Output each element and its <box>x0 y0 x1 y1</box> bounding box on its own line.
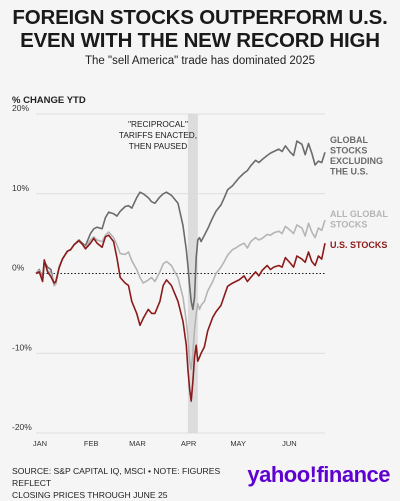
x-tick-label: APR <box>181 439 197 448</box>
series-label-global-ex-us: THE U.S. <box>330 167 368 177</box>
y-tick-label: 0% <box>12 263 25 273</box>
series-us-line <box>35 234 326 402</box>
series-global-ex-us-line <box>35 140 326 311</box>
chart-subtitle: The "sell America" trade has dominated 2… <box>85 55 315 67</box>
series-label-all-global: STOCKS <box>330 220 367 230</box>
series-label-global-ex-us: EXCLUDING <box>330 156 383 166</box>
yahoo-finance-logo: yahoo!finance <box>247 462 390 487</box>
x-tick-label: MAR <box>129 439 146 448</box>
y-axis-label: % CHANGE YTD <box>12 95 86 106</box>
title-line-2: EVEN WITH THE NEW RECORD HIGH <box>20 29 380 52</box>
x-tick-label: JAN <box>33 439 47 448</box>
annotation-text: THEN PAUSED <box>129 141 187 151</box>
x-tick-label: FEB <box>84 439 99 448</box>
series-label-us: U.S. STOCKS <box>330 240 387 250</box>
title-line-1: FOREIGN STOCKS OUTPERFORM U.S. <box>12 6 388 29</box>
chart-title: FOREIGN STOCKS OUTPERFORM U.S. EVEN WITH… <box>0 6 400 52</box>
annotation-text: "RECIPROCAL" <box>128 119 188 129</box>
annotation-text: TARIFFS ENACTED, <box>119 130 197 140</box>
series-label-all-global: ALL GLOBAL <box>330 209 388 219</box>
series-label-global-ex-us: GLOBAL <box>330 135 368 145</box>
y-tick-label: 10% <box>12 183 29 193</box>
source-line-1: SOURCE: S&P CAPITAL IQ, MSCI • NOTE: FIG… <box>12 466 221 488</box>
series-all-global-line <box>35 219 326 370</box>
y-tick-label: -10% <box>12 342 32 352</box>
x-tick-label: JUN <box>282 439 297 448</box>
y-tick-label: -20% <box>12 422 32 432</box>
x-tick-label: MAY <box>230 439 246 448</box>
y-tick-label: 20% <box>12 103 29 113</box>
source-note: SOURCE: S&P CAPITAL IQ, MSCI • NOTE: FIG… <box>12 465 232 501</box>
tariff-band <box>187 114 198 433</box>
series-label-global-ex-us: STOCKS <box>330 146 367 156</box>
source-line-2: CLOSING PRICES THROUGH JUNE 25 <box>12 490 168 500</box>
